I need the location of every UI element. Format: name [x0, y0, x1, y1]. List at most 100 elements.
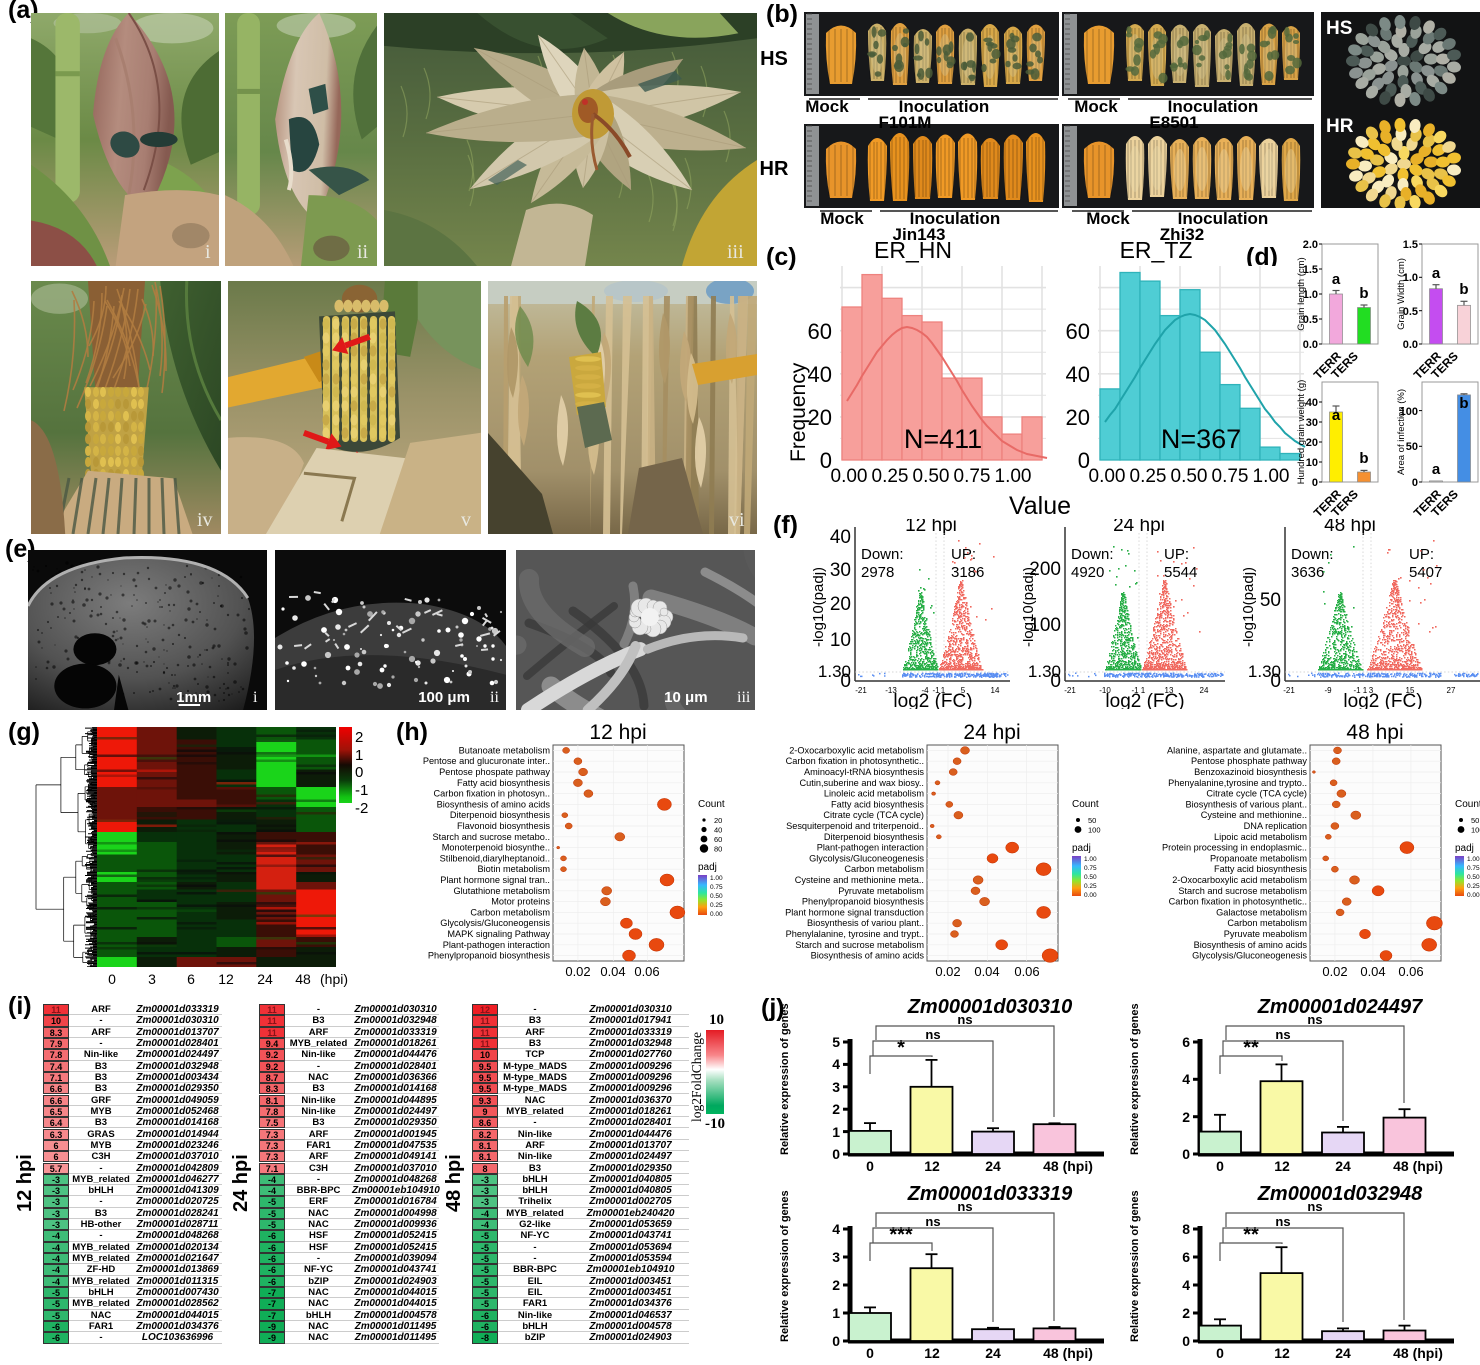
svg-text:Count: Count [698, 799, 725, 810]
svg-text:b: b [1359, 285, 1368, 302]
svg-text:4: 4 [832, 1221, 840, 1237]
svg-text:log2 (FC): log2 (FC) [1343, 691, 1422, 709]
svg-text:Glutathione metabolism: Glutathione metabolism [453, 886, 550, 896]
svg-text:Aminoacyl-tRNA biosynthesis: Aminoacyl-tRNA biosynthesis [804, 767, 924, 777]
svg-text:UP:: UP: [951, 546, 976, 563]
svg-text:Biosynthesis of various plant.: Biosynthesis of various plant.. [1185, 799, 1307, 809]
svg-text:Linoleic acid metabolism: Linoleic acid metabolism [824, 789, 924, 799]
svg-text:0.50: 0.50 [1084, 874, 1097, 881]
svg-text:4920: 4920 [1071, 564, 1104, 581]
svg-text:Plant-pathogen interaction: Plant-pathogen interaction [443, 940, 550, 950]
svg-text:Down:: Down: [861, 546, 904, 563]
svg-text:40: 40 [830, 527, 851, 548]
svg-text:27: 27 [1447, 686, 1456, 695]
svg-text:Pyruvate meabolism: Pyruvate meabolism [1224, 929, 1308, 939]
svg-text:0.06: 0.06 [1398, 964, 1423, 978]
svg-text:Diterpenoid biosynthesis: Diterpenoid biosynthesis [450, 810, 551, 820]
svg-text:1: 1 [941, 686, 946, 695]
svg-text:0.0: 0.0 [1403, 339, 1418, 351]
svg-text:ns: ns [1307, 1012, 1322, 1027]
svg-text:iv: iv [197, 509, 213, 531]
svg-text:Pentose phosphate pathway: Pentose phosphate pathway [1191, 756, 1307, 766]
svg-text:0.04: 0.04 [600, 964, 625, 978]
svg-text:Count: Count [1072, 799, 1099, 810]
svg-text:0: 0 [866, 1158, 874, 1174]
svg-text:1: 1 [832, 1305, 840, 1321]
svg-text:Sesquiterpenoid and triterpeno: Sesquiterpenoid and triterpenoid.. [786, 821, 924, 831]
svg-text:Monoterpenoid biosynthe..: Monoterpenoid biosynthe.. [442, 843, 550, 853]
svg-text:i: i [205, 241, 211, 263]
svg-text:Biotin metabolism: Biotin metabolism [477, 864, 550, 874]
svg-text:Stilbenoid,diarylheptanoid..: Stilbenoid,diarylheptanoid.. [440, 853, 550, 863]
svg-text:1: 1 [832, 1124, 840, 1140]
svg-text:100: 100 [1471, 826, 1480, 835]
svg-text:Phenylalanine, tyrosine and tr: Phenylalanine, tyrosine and trypt.. [786, 929, 924, 939]
svg-text:0.25: 0.25 [1084, 883, 1097, 890]
svg-text:0: 0 [832, 1146, 840, 1162]
svg-text:0.00: 0.00 [1084, 892, 1097, 899]
svg-text:-4: -4 [921, 686, 929, 695]
svg-text:20: 20 [1306, 437, 1318, 449]
svg-text:Fatty acid biosynthesis: Fatty acid biosynthesis [1214, 864, 1307, 874]
svg-text:ns: ns [925, 1027, 940, 1042]
svg-text:Motor proteins: Motor proteins [491, 897, 550, 907]
svg-text:48 (hpi): 48 (hpi) [1043, 1345, 1093, 1361]
svg-text:200: 200 [1029, 559, 1061, 580]
svg-text:1.5: 1.5 [1303, 264, 1318, 276]
svg-text:Glycolysis/Gluconeogenesis: Glycolysis/Gluconeogenesis [809, 853, 924, 863]
svg-text:0.0: 0.0 [1303, 339, 1318, 351]
svg-text:Biosynthesis of amino acids: Biosynthesis of amino acids [811, 951, 925, 961]
svg-text:0.25: 0.25 [1467, 883, 1480, 890]
svg-text:48 (hpi): 48 (hpi) [1393, 1345, 1443, 1361]
svg-text:HS: HS [1326, 18, 1352, 39]
svg-text:40: 40 [1066, 362, 1090, 387]
svg-text:Phenyalanine,tyrosine and tryp: Phenyalanine,tyrosine and trypto.. [1168, 778, 1307, 788]
svg-text:4: 4 [832, 1056, 840, 1072]
svg-text:15: 15 [1406, 686, 1415, 695]
svg-text:Propanoate metabolism: Propanoate metabolism [1210, 853, 1307, 863]
svg-text:1.30: 1.30 [1248, 662, 1281, 681]
svg-text:50: 50 [1471, 816, 1479, 825]
svg-text:24: 24 [1200, 686, 1209, 695]
svg-text:14: 14 [991, 686, 1000, 695]
svg-text:ns: ns [957, 1199, 972, 1214]
svg-text:Starch and sucrose metabolism: Starch and sucrose metabolism [1178, 886, 1307, 896]
svg-text:ii: ii [490, 689, 499, 706]
svg-text:Diterpenoid biosynthesis: Diterpenoid biosynthesis [824, 832, 925, 842]
svg-text:ns: ns [957, 1012, 972, 1027]
svg-text:Carbon fixation in photosyn..: Carbon fixation in photosyn.. [434, 789, 550, 799]
svg-text:Lipoic acid metabolism: Lipoic acid metabolism [1214, 832, 1307, 842]
svg-text:0.04: 0.04 [974, 964, 999, 978]
svg-text:padj: padj [698, 862, 717, 873]
svg-text:40: 40 [808, 362, 832, 387]
svg-text:Pentose and glucuronate inter.: Pentose and glucuronate inter.. [423, 756, 550, 766]
svg-text:0.25: 0.25 [1130, 466, 1167, 487]
svg-text:3: 3 [1369, 686, 1374, 695]
svg-text:Hundred grain weight (g): Hundred grain weight (g) [1296, 380, 1307, 485]
svg-text:0: 0 [1412, 477, 1418, 489]
svg-text:6: 6 [1182, 1034, 1190, 1050]
svg-text:12 hpi: 12 hpi [905, 519, 957, 536]
svg-text:48 (hpi): 48 (hpi) [1043, 1158, 1093, 1174]
svg-text:ns: ns [1307, 1199, 1322, 1214]
svg-text:0.02: 0.02 [935, 964, 960, 978]
svg-text:1.30: 1.30 [818, 662, 851, 681]
svg-text:Phenylpropanoid biosynthesis: Phenylpropanoid biosynthesis [802, 897, 924, 907]
svg-text:48 hpi: 48 hpi [1346, 721, 1403, 744]
svg-text:-log10(padj): -log10(padj) [813, 567, 827, 647]
svg-text:Cysteine and methionine meta..: Cysteine and methionine meta.. [795, 875, 924, 885]
svg-text:Carbon metabolism: Carbon metabolism [1227, 918, 1307, 928]
svg-text:13: 13 [1165, 686, 1174, 695]
svg-text:-13: -13 [885, 686, 897, 695]
svg-text:2978: 2978 [861, 564, 894, 581]
svg-text:12 hpi: 12 hpi [589, 721, 646, 744]
svg-text:1.00: 1.00 [995, 466, 1032, 487]
svg-text:ER_TZ: ER_TZ [1120, 240, 1193, 263]
svg-text:0.06: 0.06 [634, 964, 659, 978]
svg-text:Zm00001d024497: Zm00001d024497 [1257, 996, 1423, 1018]
svg-text:0: 0 [1182, 1333, 1190, 1349]
svg-text:N=411: N=411 [904, 424, 982, 454]
svg-text:0: 0 [1182, 1146, 1190, 1162]
svg-text:3: 3 [832, 1249, 840, 1265]
svg-text:b: b [1359, 450, 1368, 467]
